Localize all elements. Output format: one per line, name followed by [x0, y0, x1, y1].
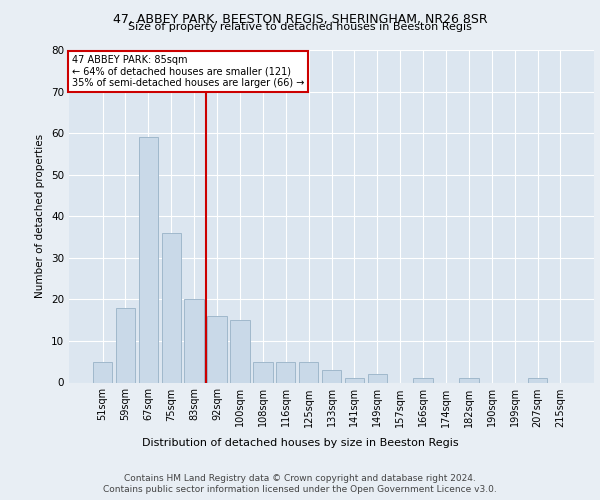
- Y-axis label: Number of detached properties: Number of detached properties: [35, 134, 46, 298]
- Bar: [139, 138, 158, 382]
- Bar: [413, 378, 433, 382]
- Text: Size of property relative to detached houses in Beeston Regis: Size of property relative to detached ho…: [128, 22, 472, 32]
- Bar: [322, 370, 341, 382]
- Text: Distribution of detached houses by size in Beeston Regis: Distribution of detached houses by size …: [142, 438, 458, 448]
- Text: 47, ABBEY PARK, BEESTON REGIS, SHERINGHAM, NR26 8SR: 47, ABBEY PARK, BEESTON REGIS, SHERINGHA…: [113, 12, 487, 26]
- Bar: [253, 362, 272, 382]
- Text: Contains HM Land Registry data © Crown copyright and database right 2024.: Contains HM Land Registry data © Crown c…: [124, 474, 476, 483]
- Bar: [299, 362, 319, 382]
- Bar: [459, 378, 479, 382]
- Bar: [184, 300, 204, 382]
- Bar: [93, 362, 112, 382]
- Bar: [208, 316, 227, 382]
- Bar: [368, 374, 387, 382]
- Text: 47 ABBEY PARK: 85sqm
← 64% of detached houses are smaller (121)
35% of semi-deta: 47 ABBEY PARK: 85sqm ← 64% of detached h…: [71, 55, 304, 88]
- Text: Contains public sector information licensed under the Open Government Licence v3: Contains public sector information licen…: [103, 485, 497, 494]
- Bar: [230, 320, 250, 382]
- Bar: [344, 378, 364, 382]
- Bar: [528, 378, 547, 382]
- Bar: [116, 308, 135, 382]
- Bar: [276, 362, 295, 382]
- Bar: [161, 233, 181, 382]
